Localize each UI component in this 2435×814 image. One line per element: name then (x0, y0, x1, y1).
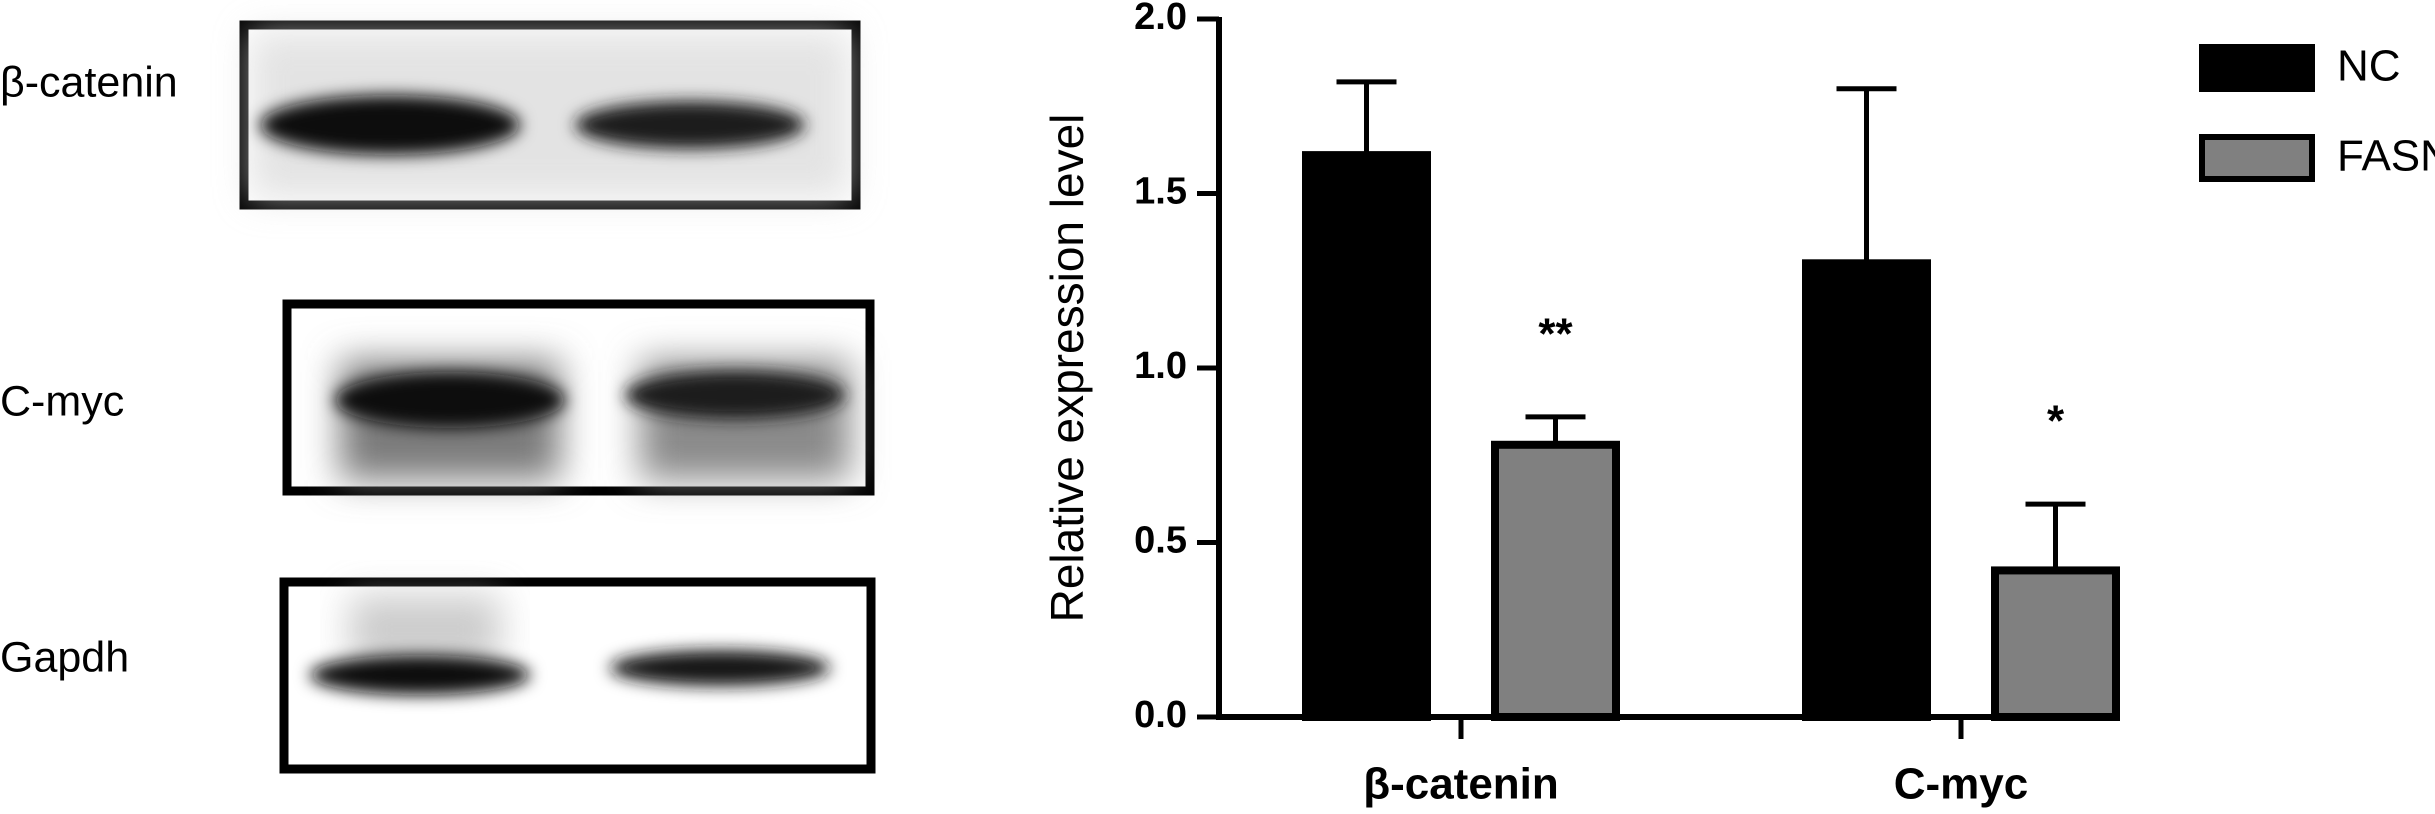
legend-swatch (2199, 44, 2315, 92)
blot-panel (239, 20, 861, 210)
bar (1802, 259, 1931, 721)
y-tick-label: 1.5 (1134, 171, 1187, 213)
blot-label: β-catenin (0, 58, 178, 106)
y-tick-label: 2.0 (1134, 0, 1187, 38)
bar (1991, 566, 2120, 721)
x-tick-label: β-catenin (1363, 760, 1559, 809)
legend-label: NC (2337, 42, 2401, 91)
bar (1491, 440, 1620, 721)
blot-label: Gapdh (0, 633, 129, 681)
significance: * (2047, 397, 2065, 446)
y-tick-label: 1.0 (1134, 345, 1187, 387)
y-tick-label: 0.0 (1134, 694, 1187, 736)
y-axis-label: Relative expression level (1041, 114, 1093, 623)
legend-swatch (2199, 134, 2315, 182)
legend-label: FASN (2337, 132, 2435, 181)
y-tick-label: 0.5 (1134, 520, 1187, 562)
x-tick-label: C-myc (1894, 760, 2029, 809)
blot-panel (279, 577, 876, 774)
significance: ** (1538, 309, 1573, 358)
bar (1302, 151, 1431, 722)
blot-label: C-myc (0, 377, 124, 425)
blot-panel (282, 299, 875, 496)
